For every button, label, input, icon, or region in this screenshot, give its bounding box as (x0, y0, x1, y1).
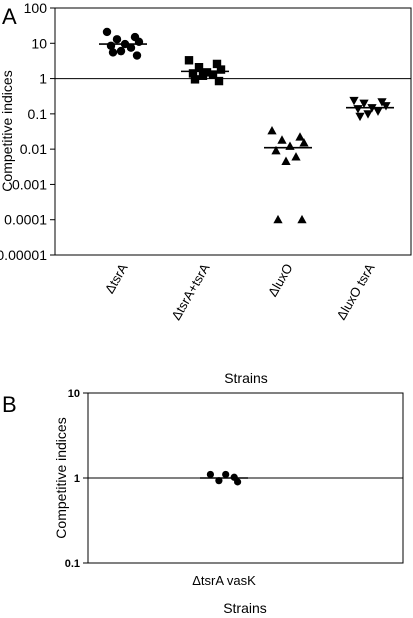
a-y-tick-label: 0.00001 (0, 247, 47, 263)
b-data-point (222, 470, 230, 479)
a-data-point (267, 126, 277, 135)
a-data-point (194, 63, 204, 72)
panel-a-category-labels: ΔtsrA ΔtsrA+tsrA ΔluxO ΔluxO tsrA (102, 261, 378, 323)
a-data-point (353, 105, 363, 114)
b-y-tick-label: 0.1 (65, 558, 80, 570)
a-y-tick-label: 0.001 (12, 176, 47, 192)
a-data-point (291, 152, 301, 161)
panel-b-category-labels: ΔtsrA vasK (192, 573, 256, 588)
b-data-point (215, 477, 223, 485)
a-category-label: ΔtsrA+tsrA (168, 261, 212, 323)
a-data-point (216, 65, 226, 74)
a-y-tick-label: 10 (31, 35, 47, 51)
a-data-point (285, 141, 295, 150)
panel-b-x-axis-label: Strains (223, 600, 267, 616)
panel-a-y-ticks: 0.00001 0.0001 0.001 0.01 0.1 1 10 100 (0, 0, 55, 263)
panel-a-points (102, 27, 391, 224)
a-category-label: ΔluxO tsrA (334, 261, 378, 323)
a-data-point (188, 69, 198, 78)
a-data-point (355, 112, 365, 122)
a-data-point (381, 102, 391, 111)
panel-a-x-axis-label: Strains (224, 370, 268, 386)
panel-a-median-lines (99, 43, 394, 149)
a-category-label: ΔtsrA (102, 261, 131, 296)
a-data-point (212, 59, 222, 69)
b-data-point (234, 478, 242, 486)
a-data-point (208, 70, 218, 79)
a-data-point (198, 71, 208, 80)
a-data-point (277, 135, 287, 144)
b-y-tick-label: 1 (74, 473, 80, 485)
a-data-point (102, 27, 112, 37)
a-data-point (359, 99, 369, 109)
a-data-point (126, 43, 136, 52)
a-data-point (108, 48, 118, 57)
a-category-label: ΔluxO (265, 261, 296, 299)
a-data-point (297, 214, 307, 224)
a-data-point (116, 46, 126, 56)
a-y-tick-label: 1 (39, 71, 47, 87)
a-data-point (214, 76, 224, 86)
panel-a-y-axis-label: Competitive indices (0, 70, 15, 191)
a-data-point (273, 214, 283, 224)
panel-b-y-axis-label: Competitive indices (53, 417, 69, 538)
panel-b-y-ticks: 0.1 1 10 (65, 388, 88, 570)
a-data-point (190, 75, 200, 84)
a-y-tick-label: 0.01 (20, 141, 47, 157)
a-data-point (349, 96, 359, 106)
b-y-tick-label: 10 (68, 388, 80, 400)
a-y-tick-label: 100 (24, 0, 48, 16)
a-data-point (363, 110, 373, 119)
a-data-point (184, 56, 194, 65)
a-data-point (112, 35, 122, 44)
a-data-point (299, 138, 309, 147)
b-category-label: ΔtsrA vasK (192, 573, 256, 588)
panel-a-plot-frame (54, 7, 412, 256)
panel-b-letter: B (2, 392, 17, 417)
a-data-point (132, 51, 142, 60)
a-data-point (373, 107, 383, 116)
b-data-point (206, 470, 214, 479)
a-data-point (271, 145, 281, 155)
a-data-point (295, 132, 305, 141)
a-data-point (281, 156, 291, 165)
a-y-tick-label: 0.1 (28, 106, 48, 122)
a-y-tick-label: 0.0001 (4, 212, 47, 228)
panel-a-letter: A (2, 4, 17, 29)
